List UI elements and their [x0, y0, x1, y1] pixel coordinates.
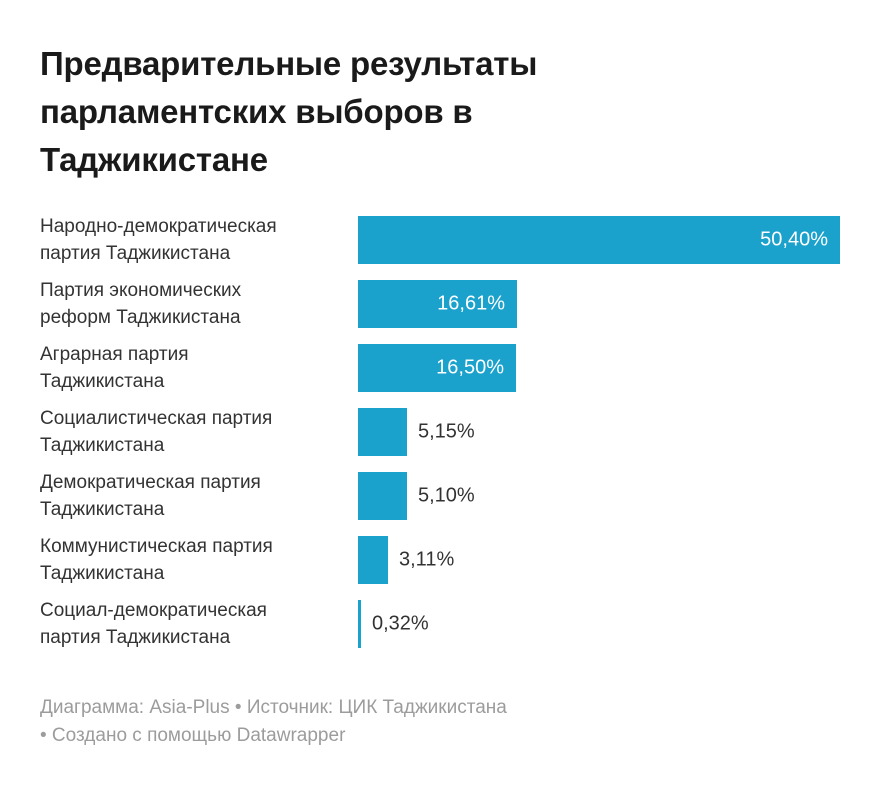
- bar-area: 3,11%: [358, 536, 840, 584]
- bar: [358, 280, 517, 328]
- bar: [358, 600, 361, 648]
- value-label: 50,40%: [760, 228, 828, 251]
- chart-row: Народно-демократическая партия Таджикист…: [40, 216, 840, 264]
- value-label: 5,10%: [418, 484, 475, 507]
- chart-row: Партия экономических реформ Таджикистана…: [40, 280, 840, 328]
- party-label-line: Коммунистическая партия: [40, 536, 273, 557]
- party-label-line: Таджикистана: [40, 499, 165, 520]
- chart-title-line: парламентских выборов в: [40, 93, 473, 130]
- bar: [358, 536, 388, 584]
- bar: [358, 472, 407, 520]
- party-label: Социалистическая партия Таджикистана: [40, 405, 358, 459]
- party-label-line: Демократическая партия: [40, 472, 261, 493]
- party-label-line: Аграрная партия: [40, 344, 189, 365]
- party-label-line: Таджикистана: [40, 371, 165, 392]
- chart-row: Социал-демократическая партия Таджикиста…: [40, 600, 840, 648]
- bar-area: 0,32%: [358, 600, 840, 648]
- chart-row: Аграрная партия Таджикистана 16,50%: [40, 344, 840, 392]
- bar: [358, 344, 516, 392]
- chart-row: Коммунистическая партия Таджикистана 3,1…: [40, 536, 840, 584]
- bar: [358, 216, 840, 264]
- party-label-line: Таджикистана: [40, 563, 165, 584]
- party-label-line: Социал-демократическая: [40, 600, 267, 621]
- bar: [358, 408, 407, 456]
- chart-title: Предварительные результаты парламентских…: [40, 40, 840, 184]
- chart-row: Демократическая партия Таджикистана 5,10…: [40, 472, 840, 520]
- value-label: 16,61%: [437, 292, 505, 315]
- party-label: Коммунистическая партия Таджикистана: [40, 533, 358, 587]
- bar-area: 50,40%: [358, 216, 840, 264]
- attribution-line: • Создано с помощью Datawrapper: [40, 725, 346, 746]
- chart-attribution: Диаграмма: Asia-Plus • Источник: ЦИК Тад…: [40, 694, 840, 750]
- party-label: Аграрная партия Таджикистана: [40, 341, 358, 395]
- value-label: 16,50%: [436, 356, 504, 379]
- value-label: 0,32%: [372, 612, 429, 635]
- chart-row: Социалистическая партия Таджикистана 5,1…: [40, 408, 840, 456]
- party-label-line: партия Таджикистана: [40, 627, 231, 648]
- bar-chart: Народно-демократическая партия Таджикист…: [40, 216, 840, 648]
- value-label: 3,11%: [399, 548, 455, 571]
- bar-area: 16,61%: [358, 280, 840, 328]
- party-label-line: реформ Таджикистана: [40, 307, 241, 328]
- bar-area: 16,50%: [358, 344, 840, 392]
- party-label-line: Народно-демократическая: [40, 216, 277, 237]
- party-label: Народно-демократическая партия Таджикист…: [40, 213, 358, 267]
- party-label-line: Таджикистана: [40, 435, 165, 456]
- party-label-line: Партия экономических: [40, 280, 242, 301]
- bar-area: 5,15%: [358, 408, 840, 456]
- chart-title-line: Таджикистане: [40, 141, 268, 178]
- party-label-line: партия Таджикистана: [40, 243, 231, 264]
- party-label: Социал-демократическая партия Таджикиста…: [40, 597, 358, 651]
- party-label: Демократическая партия Таджикистана: [40, 469, 358, 523]
- party-label-line: Социалистическая партия: [40, 408, 273, 429]
- bar-area: 5,10%: [358, 472, 840, 520]
- party-label: Партия экономических реформ Таджикистана: [40, 277, 358, 331]
- value-label: 5,15%: [418, 420, 475, 443]
- chart-title-line: Предварительные результаты: [40, 45, 538, 82]
- attribution-line: Диаграмма: Asia-Plus • Источник: ЦИК Тад…: [40, 697, 507, 718]
